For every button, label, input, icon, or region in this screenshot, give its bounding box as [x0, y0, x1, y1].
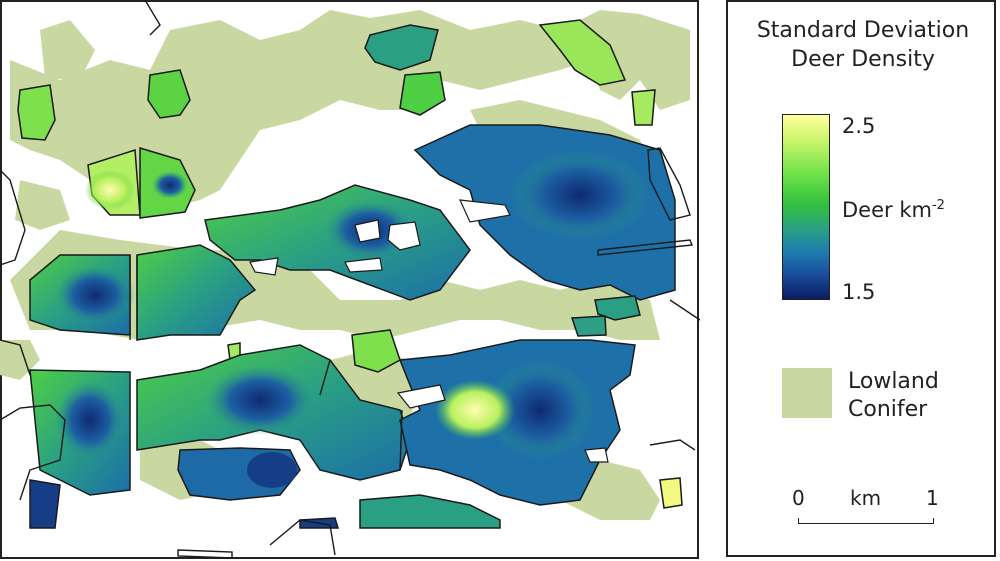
scale-right-label: 1 — [926, 486, 939, 510]
map-legend: Standard Deviation Deer Density 2.5 Deer… — [726, 0, 996, 557]
color-ramp — [782, 114, 830, 300]
scale-bar-line — [798, 518, 934, 524]
density-patch — [29, 479, 61, 529]
density-patch — [351, 329, 401, 373]
density-patch — [147, 69, 191, 119]
density-patch — [399, 71, 446, 116]
legend-title: Standard Deviation Deer Density — [728, 16, 998, 74]
lowland-conifer-swatch — [782, 368, 832, 418]
lowland-label-line2: Conifer — [848, 397, 928, 422]
density-patch — [594, 295, 641, 321]
non-habitat-holes — [249, 199, 609, 463]
density-patch — [659, 477, 683, 509]
colorbar-max-label: 2.5 — [842, 114, 876, 138]
deer-density-map — [0, 0, 700, 559]
density-patch — [17, 84, 56, 141]
colorbar-unit-base: Deer km — [842, 198, 932, 222]
colorbar-min-label: 1.5 — [842, 280, 876, 304]
lowland-label-line1: Lowland — [848, 369, 939, 394]
legend-title-line1: Standard Deviation — [756, 18, 970, 43]
lowland-conifer-label: Lowland Conifer — [848, 368, 939, 424]
density-patch — [570, 315, 607, 337]
colorbar-unit-exponent: -2 — [931, 198, 945, 213]
density-highlights — [55, 170, 415, 460]
density-patch — [136, 244, 257, 341]
legend-title-line2: Deer Density — [791, 47, 935, 72]
scale-bar: 0 km 1 — [784, 486, 944, 536]
density-patch — [631, 89, 656, 126]
boundary-lines — [0, 0, 700, 559]
colorbar-unit-label: Deer km-2 — [842, 198, 945, 222]
scale-left-label: 0 — [792, 486, 805, 510]
density-patch — [359, 494, 501, 529]
density-patch — [538, 19, 627, 86]
scale-unit-label: km — [850, 486, 882, 510]
density-patch — [364, 24, 439, 71]
